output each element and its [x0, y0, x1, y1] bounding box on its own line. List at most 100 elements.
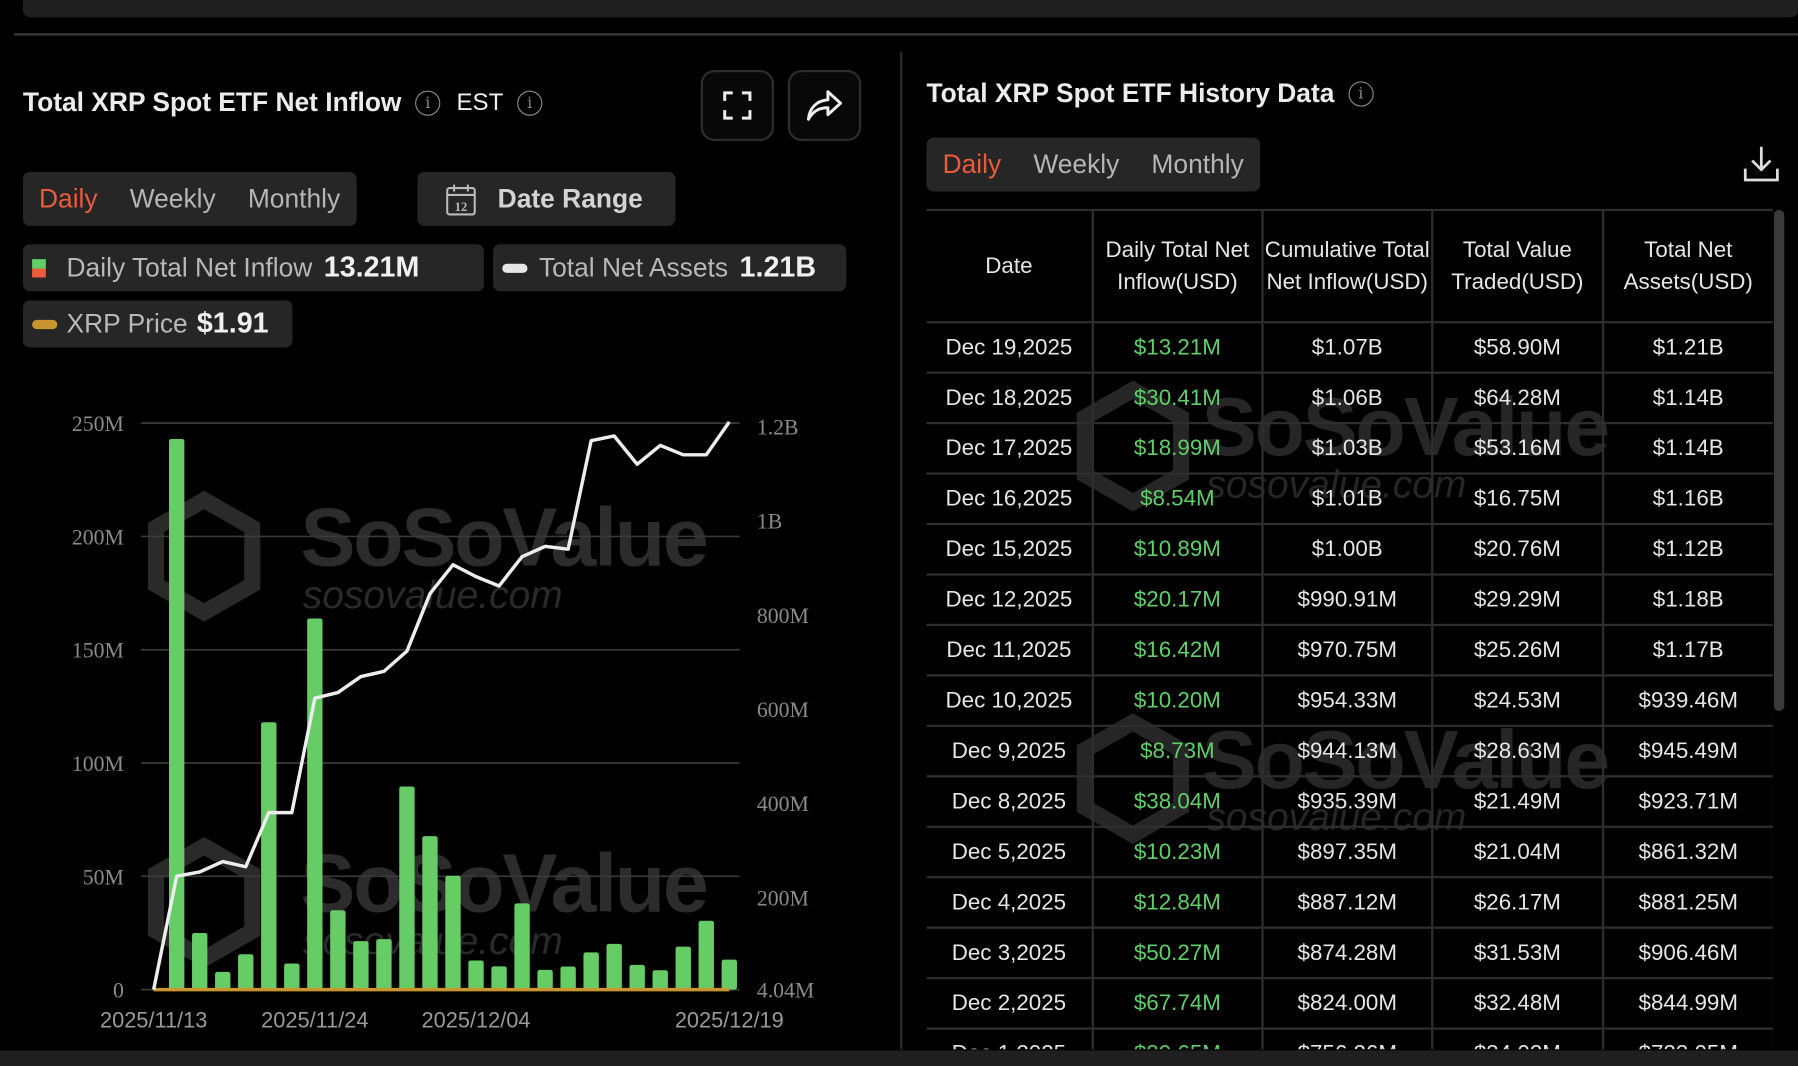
table-row: Dec 8,2025 $38.04M $935.39M $21.49M $923.71M — [926, 775, 1773, 828]
watermark-logo — [147, 490, 262, 629]
watermark-site: sosovalue.com — [302, 573, 563, 617]
legend-value: 1.21B — [739, 251, 817, 284]
table-cell: $18.99M — [1091, 421, 1264, 475]
panel-divider — [900, 51, 903, 1050]
fullscreen-button[interactable] — [700, 69, 775, 142]
bar — [652, 970, 668, 990]
bar — [238, 954, 254, 990]
date-range-button[interactable]: 12 Date Range — [417, 172, 675, 226]
bar — [606, 943, 622, 990]
column-header: Date — [926, 208, 1094, 324]
table-cell: Dec 15,2025 — [926, 522, 1094, 576]
left-axis-tick: 250M — [72, 412, 124, 436]
table-row: Dec 18,2025 $30.41M $1.06B $64.28M $1.14B — [926, 371, 1773, 425]
table-cell: $20.76M — [1431, 522, 1604, 576]
table-cell: Dec 2,2025 — [926, 976, 1094, 1030]
right-axis-tick: 4.04M — [757, 979, 814, 1003]
bar — [537, 969, 553, 990]
tab-weekly[interactable]: Weekly — [129, 183, 216, 214]
x-axis-tick: 2025/11/13 — [100, 1007, 207, 1032]
table-cell: $38.04M — [1091, 775, 1264, 828]
tab-monthly[interactable]: Monthly — [247, 183, 341, 214]
legend-daily-net-inflow[interactable]: Daily Total Net Inflow 13.21M — [22, 244, 484, 292]
download-button[interactable] — [1741, 143, 1782, 190]
right-axis-tick: 400M — [757, 792, 809, 816]
legend-swatch-icon — [32, 319, 58, 329]
table-row: Dec 10,2025 $10.20M $954.33M $24.53M $939.46… — [926, 674, 1773, 728]
history-title: Total XRP Spot ETF History Data — [926, 77, 1335, 108]
bar — [629, 964, 645, 990]
history-table-container: SoSoValue sosovalue.com SoSoValue sosova… — [926, 208, 1773, 1050]
table-cell: Dec 8,2025 — [926, 775, 1094, 828]
table-cell: $881.25M — [1601, 876, 1773, 929]
tab-weekly[interactable]: Weekly — [1033, 149, 1120, 179]
tab-daily[interactable]: Daily — [38, 183, 98, 214]
table-cell: $990.91M — [1261, 573, 1434, 627]
table-cell: $64.28M — [1431, 371, 1604, 425]
table-cell: $10.89M — [1091, 522, 1264, 576]
table-row: Dec 9,2025 $8.73M $944.13M $28.63M $945.49M — [926, 724, 1773, 778]
table-cell: $53.16M — [1431, 421, 1604, 475]
table-cell: $25.26M — [1431, 623, 1604, 677]
table-row: Dec 5,2025 $10.23M $897.35M $21.04M $861.32M — [926, 825, 1773, 879]
table-row: Dec 15,2025 $10.89M $1.00B $20.76M $1.12B — [926, 522, 1773, 576]
right-axis-tick: 600M — [757, 698, 809, 722]
table-scrollbar[interactable] — [1773, 209, 1785, 711]
x-axis-tick: 2025/12/19 — [675, 1007, 784, 1032]
table-cell: $10.23M — [1091, 825, 1264, 879]
watermark-brand: SoSoValue — [300, 491, 708, 584]
period-tabs: Daily Weekly Monthly — [22, 172, 357, 226]
bar — [353, 941, 369, 990]
tab-monthly[interactable]: Monthly — [1151, 149, 1244, 179]
watermark-brand: SoSoValue — [300, 838, 708, 930]
legend-xrp-price[interactable]: XRP Price $1.91 — [22, 300, 293, 348]
legend-swatch-icon — [32, 258, 46, 277]
info-icon[interactable]: i — [415, 90, 441, 116]
tab-daily[interactable]: Daily — [942, 149, 1002, 179]
right-axis-tick: 200M — [757, 886, 809, 910]
table-cell: Dec 17,2025 — [926, 421, 1094, 475]
table-cell: $970.75M — [1261, 623, 1434, 677]
legend-label: Total Net Assets — [538, 252, 729, 283]
table-cell: $944.13M — [1261, 724, 1434, 778]
table-cell: $824.00M — [1261, 976, 1434, 1030]
left-axis-tick: 0 — [113, 979, 124, 1003]
right-axis-tick: 1B — [757, 510, 782, 534]
table-cell: $935.39M — [1261, 775, 1434, 828]
table-cell: $945.49M — [1601, 724, 1773, 778]
column-header: Daily Total Net Inflow(USD) — [1091, 208, 1264, 324]
legend-total-net-assets[interactable]: Total Net Assets 1.21B — [493, 244, 847, 292]
net-inflow-chart[interactable]: 0 50M 100M 150M 200M 250M 4.04M 200M 400M 600M 800… — [0, 378, 894, 1043]
table-cell: $12.84M — [1091, 876, 1264, 929]
table-cell: $1.06B — [1261, 371, 1434, 425]
table-cell: $923.71M — [1601, 775, 1773, 828]
share-button[interactable] — [787, 69, 862, 142]
left-axis-tick: 50M — [83, 865, 124, 889]
table-cell: $887.12M — [1261, 876, 1434, 929]
history-period-tabs: Daily Weekly Monthly — [926, 137, 1260, 192]
table-row: Dec 2,2025 $67.74M $824.00M $32.48M $844.99M — [926, 976, 1773, 1030]
table-cell: $10.20M — [1091, 674, 1264, 728]
table-cell: Dec 9,2025 — [926, 724, 1094, 778]
bar — [445, 875, 461, 990]
table-row: Dec 1,2025$89.65M$756.26M$34.02M$723.05M — [926, 1027, 1773, 1050]
table-cell: $24.53M — [1431, 674, 1604, 728]
bottom-strip — [0, 1050, 1798, 1066]
table-cell: $1.07B — [1261, 321, 1434, 374]
svg-text:12: 12 — [455, 199, 468, 213]
chart-header: Total XRP Spot ETF Net Inflow i EST i — [23, 87, 543, 118]
legend-value: 13.21M — [323, 251, 420, 284]
info-icon[interactable]: i — [1348, 80, 1374, 107]
legend-value: $1.91 — [196, 307, 269, 340]
bar — [192, 932, 208, 990]
table-header-row: Date Daily Total Net Inflow(USD) Cumulativ… — [926, 208, 1773, 324]
legend-label: XRP Price — [66, 308, 188, 339]
date-range-label: Date Range — [497, 183, 643, 214]
table-row: Dec 4,2025 $12.84M $887.12M $26.17M $881.25M — [926, 876, 1773, 929]
table-cell: $8.54M — [1091, 472, 1264, 526]
info-icon[interactable]: i — [517, 90, 543, 116]
x-axis-tick: 2025/11/24 — [261, 1007, 368, 1032]
bar — [721, 959, 737, 990]
table-cell: $32.48M — [1431, 976, 1604, 1030]
table-row: Dec 16,2025 $8.54M $1.01B $16.75M $1.16B — [926, 472, 1773, 526]
